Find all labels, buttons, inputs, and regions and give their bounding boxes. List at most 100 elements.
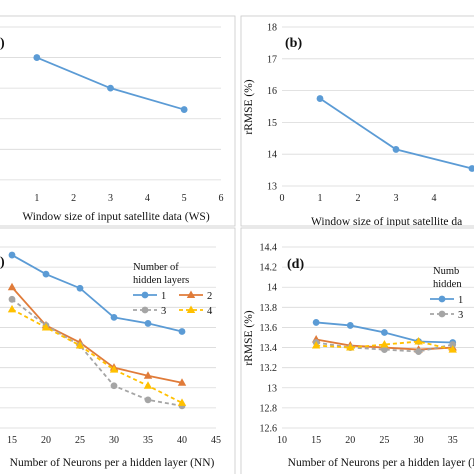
x-tick-label: 5 <box>182 193 187 204</box>
x-tick-label: 20 <box>41 435 51 446</box>
panel-c: 15 20 25 30 35 40 45 Number of Neurons per a hi… <box>0 227 236 474</box>
data-point <box>7 304 17 313</box>
series-line <box>319 97 473 170</box>
data-point <box>392 146 400 153</box>
y-tick-label: 13 <box>267 182 277 193</box>
legend-marker <box>186 290 196 298</box>
legend-marker <box>438 295 446 303</box>
legend-title: hidden <box>433 279 462 290</box>
y-tick-label: 12.6 <box>260 424 278 435</box>
data-point <box>316 95 324 102</box>
series-line <box>316 341 453 353</box>
legend-label: 4 <box>207 306 213 317</box>
series-line <box>11 298 183 407</box>
panel-tag: (d) <box>287 257 304 272</box>
legend-marker <box>438 310 446 318</box>
x-tick-label: 15 <box>7 435 17 446</box>
x-tick-label: 40 <box>177 435 187 446</box>
x-tick-label: 3 <box>394 193 399 204</box>
x-axis-label: Number of Neurons per a hidden layer (NN… <box>288 457 474 469</box>
legend-marker <box>141 306 149 314</box>
y-tick-label: 13.6 <box>260 323 278 334</box>
panel-tag: ) <box>0 255 5 270</box>
x-tick-label: 15 <box>311 435 321 446</box>
y-tick-label: 14.2 <box>260 263 278 274</box>
series-4 <box>7 304 187 406</box>
panel-frame <box>0 227 236 474</box>
data-point <box>311 341 321 349</box>
x-tick-label: 45 <box>211 435 221 446</box>
data-point <box>110 313 118 321</box>
panel-frame <box>240 227 474 474</box>
data-point <box>144 320 152 327</box>
data-point <box>76 284 84 292</box>
y-tick-label: 14 <box>267 283 277 294</box>
x-tick-label: 20 <box>345 435 355 446</box>
data-point <box>75 341 85 349</box>
x-axis-label: Number of Neurons per a hidden layer (NN… <box>10 457 215 469</box>
x-tick-label: 35 <box>143 435 153 446</box>
x-axis-label: Window size of input satellite data (WS) <box>22 211 209 223</box>
legend: Number of hidden layers 1 2 3 4 <box>133 262 213 317</box>
data-point <box>178 328 186 335</box>
y-tick-label: 18 <box>267 23 277 34</box>
legend-label: 3 <box>458 310 463 321</box>
data-point <box>8 295 16 303</box>
x-tick-label: 35 <box>448 435 458 446</box>
series-line <box>316 340 453 351</box>
y-tick-label: 15 <box>267 118 277 129</box>
data-point <box>448 345 457 353</box>
x-tick-label: 25 <box>75 435 85 446</box>
y-tick-label: 13.4 <box>260 343 278 354</box>
y-axis-label: rRMSE (%) <box>243 79 255 134</box>
legend-marker <box>141 291 149 299</box>
data-point <box>414 337 423 345</box>
series-line <box>36 56 185 111</box>
data-point <box>381 329 388 336</box>
legend-label: 2 <box>207 291 212 302</box>
data-point <box>33 54 41 61</box>
legend-label: 3 <box>161 306 166 317</box>
data-point <box>41 322 51 331</box>
series-4 <box>311 337 457 353</box>
x-tick-label: 30 <box>414 435 424 446</box>
data-point <box>312 319 320 326</box>
y-tick-label: 13 <box>267 383 277 394</box>
data-point <box>8 251 16 259</box>
legend-title: Number of <box>133 262 179 273</box>
data-point <box>143 371 153 379</box>
series-line <box>11 308 183 404</box>
x-tick-label: 4 <box>145 193 150 204</box>
data-point <box>143 381 153 389</box>
series-2 <box>7 282 187 386</box>
data-point <box>346 322 354 329</box>
x-tick-label: 10 <box>277 435 287 446</box>
legend-title: Numb <box>433 266 459 277</box>
y-tick-label: 14.4 <box>260 243 278 254</box>
panel-d: 10 15 20 25 30 35 Number of Neurons per a hidd… <box>240 227 474 474</box>
x-tick-label: 25 <box>379 435 389 446</box>
data-point <box>177 378 187 386</box>
series-1 <box>8 251 186 335</box>
y-tick-label: 17 <box>267 54 277 65</box>
data-point <box>144 396 152 404</box>
legend-label: 1 <box>458 295 463 306</box>
panel-tag: (b) <box>285 36 302 51</box>
legend-title: hidden layers <box>133 275 189 286</box>
data-point <box>7 282 17 291</box>
y-tick-label: 13.2 <box>260 363 278 374</box>
data-point <box>110 382 118 390</box>
series-1 <box>316 95 474 172</box>
data-point <box>107 84 114 92</box>
data-point <box>468 165 474 172</box>
panel-frame <box>0 15 236 227</box>
x-tick-label: 4 <box>432 193 437 204</box>
legend-marker <box>186 305 196 313</box>
x-tick-label: 1 <box>318 193 323 204</box>
y-tick-label: 12.8 <box>260 403 278 414</box>
data-point <box>346 343 355 351</box>
panel-frame <box>240 15 474 227</box>
legend: Numb hidden 1 3 <box>430 266 463 321</box>
data-point <box>449 341 457 348</box>
